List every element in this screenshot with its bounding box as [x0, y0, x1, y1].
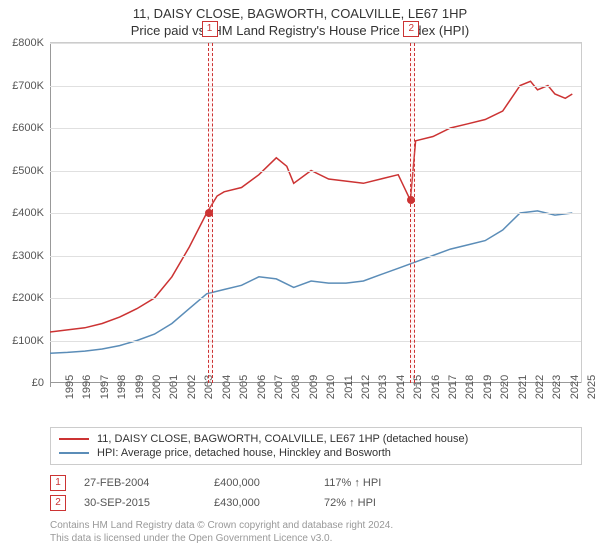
chart-plot-area: £0£100K£200K£300K£400K£500K£600K£700K£80…: [50, 42, 582, 383]
sale-row: 2 30-SEP-2015 £430,000 72% ↑ HPI: [50, 493, 582, 513]
gridline: [50, 298, 581, 299]
sale-marker-tag: 2: [403, 21, 419, 37]
sale-price: £400,000: [214, 477, 324, 489]
sale-price: £430,000: [214, 497, 324, 509]
y-tick-label: £0: [32, 377, 44, 389]
legend-item-property: 11, DAISY CLOSE, BAGWORTH, COALVILLE, LE…: [59, 432, 573, 446]
x-tick-label: 2025: [572, 375, 598, 399]
sale-date: 27-FEB-2004: [84, 477, 214, 489]
chart-title-line2: Price paid vs. HM Land Registry's House …: [0, 21, 600, 42]
y-tick-label: £800K: [12, 37, 44, 49]
legend-label: 11, DAISY CLOSE, BAGWORTH, COALVILLE, LE…: [97, 433, 468, 445]
footer-line1: Contains HM Land Registry data © Crown c…: [50, 519, 582, 532]
sale-marker-tag: 1: [202, 21, 218, 37]
chart-title-line1: 11, DAISY CLOSE, BAGWORTH, COALVILLE, LE…: [0, 0, 600, 21]
sale-marker-tag: 2: [50, 495, 66, 511]
series-line-hpi: [50, 211, 572, 353]
legend-label: HPI: Average price, detached house, Hinc…: [97, 447, 391, 459]
chart-container: 11, DAISY CLOSE, BAGWORTH, COALVILLE, LE…: [0, 0, 600, 560]
gridline: [50, 171, 581, 172]
y-tick-label: £700K: [12, 80, 44, 92]
sale-pct: 117% ↑ HPI: [324, 477, 434, 489]
gridline: [50, 256, 581, 257]
sale-pct: 72% ↑ HPI: [324, 497, 434, 509]
gridline: [50, 43, 581, 44]
gridline: [50, 341, 581, 342]
sales-table: 1 27-FEB-2004 £400,000 117% ↑ HPI 2 30-S…: [50, 473, 582, 513]
y-tick-label: £500K: [12, 165, 44, 177]
sale-date: 30-SEP-2015: [84, 497, 214, 509]
sale-marker-tag: 1: [50, 475, 66, 491]
y-tick-label: £600K: [12, 122, 44, 134]
series-line-property: [50, 81, 572, 332]
y-tick-label: £400K: [12, 207, 44, 219]
gridline: [50, 86, 581, 87]
sale-marker-band: [410, 43, 415, 383]
legend-item-hpi: HPI: Average price, detached house, Hinc…: [59, 446, 573, 460]
gridline: [50, 128, 581, 129]
y-tick-label: £300K: [12, 250, 44, 262]
footer: Contains HM Land Registry data © Crown c…: [50, 519, 582, 545]
y-tick-label: £200K: [12, 292, 44, 304]
sale-row: 1 27-FEB-2004 £400,000 117% ↑ HPI: [50, 473, 582, 493]
y-tick-label: £100K: [12, 335, 44, 347]
footer-line2: This data is licensed under the Open Gov…: [50, 532, 582, 545]
legend: 11, DAISY CLOSE, BAGWORTH, COALVILLE, LE…: [50, 427, 582, 465]
legend-swatch: [59, 452, 89, 454]
gridline: [50, 213, 581, 214]
sale-dot: [407, 196, 415, 204]
legend-swatch: [59, 438, 89, 440]
sale-dot: [205, 209, 213, 217]
